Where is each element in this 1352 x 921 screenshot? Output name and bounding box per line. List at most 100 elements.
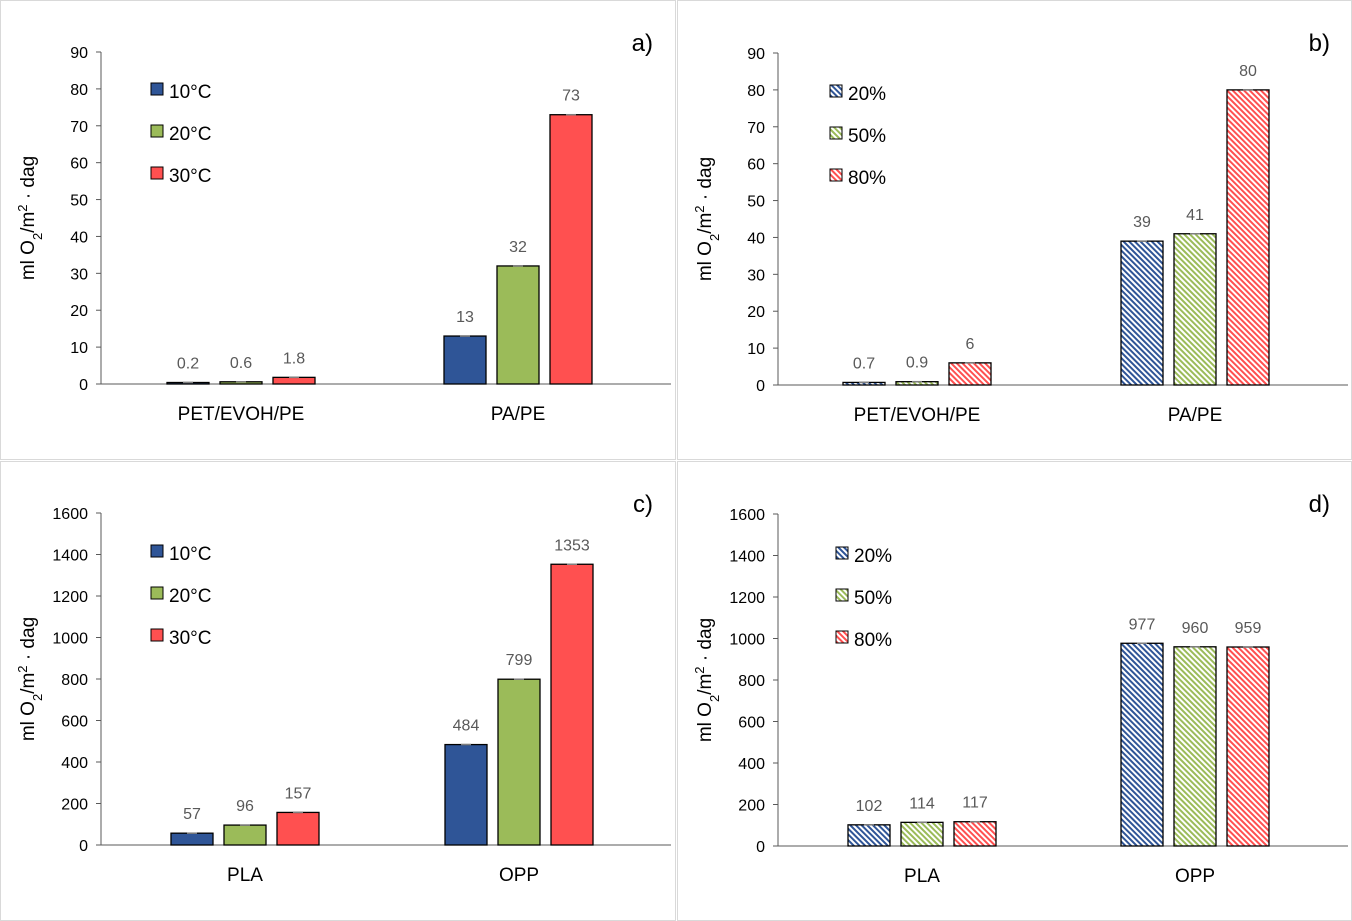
y-tick-label: 30	[70, 266, 88, 283]
chart-a-svg: 0 10 20 30 40 50 60 70 80 90 ml O2/m2 · dag PET/EVO…	[15, 30, 671, 425]
legend-label: 30°C	[169, 166, 211, 187]
x-category-label: PLA	[227, 865, 263, 886]
x-category-label: OPP	[499, 865, 539, 886]
y-tick-label: 400	[61, 755, 88, 772]
chart-b-svg: 0 10 20 30 40 50 60 70 80 90 ml O2/m2 · dag PET/EVO…	[692, 30, 1348, 426]
y-tick-label: 80	[70, 82, 88, 99]
y-tick-label: 800	[738, 673, 765, 690]
data-label: 96	[236, 798, 254, 815]
y-tick-label: 90	[70, 45, 88, 62]
legend-label: 20%	[848, 84, 886, 105]
chart-panel-d: 0 200 400 600 800 1000 1200 1400 1600 ml O2/m2 · …	[677, 461, 1352, 921]
legend-swatch	[829, 126, 843, 140]
legend-label: 80%	[854, 630, 892, 651]
legend-label: 10°C	[169, 544, 211, 565]
y-tick-label: 1000	[52, 631, 88, 648]
y-tick-label: 10	[70, 340, 88, 357]
bar	[1173, 646, 1217, 847]
legend-swatch	[150, 586, 164, 600]
y-tick-label: 400	[738, 756, 765, 773]
y-tick-label: 1400	[52, 548, 88, 565]
y-tick-label: 600	[61, 714, 88, 731]
x-category-label: PET/EVOH/PE	[854, 405, 981, 426]
data-label: 1.8	[283, 350, 305, 367]
bar	[1226, 646, 1270, 847]
bar	[1120, 642, 1164, 847]
bar	[1120, 240, 1164, 386]
chart-panel-a: 0 10 20 30 40 50 60 70 80 90 ml O2/m2 · dag PET/EVO…	[0, 0, 676, 460]
y-tick-label: 600	[738, 715, 765, 732]
x-category-label: PA/PE	[491, 404, 546, 425]
data-label: 73	[562, 88, 580, 105]
y-tick-label: 70	[70, 119, 88, 136]
legend-label: 80%	[848, 168, 886, 189]
data-label: 41	[1186, 207, 1204, 224]
legend-label: 50%	[854, 588, 892, 609]
y-tick-label: 0	[756, 839, 765, 856]
bar	[549, 114, 593, 385]
chart-d-svg: 0 200 400 600 800 1000 1200 1400 1600 ml O2/m2 · …	[692, 491, 1348, 887]
y-tick-label: 80	[747, 83, 765, 100]
y-axis-title: ml O2/m2 · dag	[692, 157, 722, 281]
bar	[443, 335, 487, 385]
y-tick-label: 200	[738, 798, 765, 815]
data-label: 799	[506, 652, 533, 669]
legend-swatch	[150, 124, 164, 138]
legend-swatch	[829, 84, 843, 98]
data-label: 114	[909, 795, 935, 812]
data-label: 0.7	[853, 355, 875, 372]
y-tick-label: 1000	[729, 632, 765, 649]
data-label: 80	[1239, 63, 1257, 80]
data-label: 102	[856, 798, 883, 815]
y-tick-label: 1400	[729, 549, 765, 566]
panel-label: a)	[632, 30, 653, 57]
x-category-label: PLA	[904, 866, 940, 887]
legend-swatch	[829, 168, 843, 182]
panel-label: b)	[1309, 30, 1330, 57]
legend-label: 30°C	[169, 628, 211, 649]
y-tick-label: 0	[79, 377, 88, 394]
y-axis-title: ml O2/m2 · dag	[15, 156, 45, 280]
legend-swatch	[835, 630, 849, 644]
legend-swatch	[835, 546, 849, 560]
legend-swatch	[835, 588, 849, 602]
y-tick-label: 1600	[52, 506, 88, 523]
bar	[948, 362, 992, 386]
panel-label: c)	[633, 491, 653, 518]
y-axis-title: ml O2/m2 · dag	[692, 618, 722, 742]
bar	[953, 821, 997, 847]
y-tick-label: 200	[61, 797, 88, 814]
data-label: 39	[1133, 214, 1151, 231]
legend-swatch	[150, 82, 164, 96]
bar	[496, 265, 540, 385]
y-tick-label: 20	[70, 303, 88, 320]
y-axis-title: ml O2/m2 · dag	[15, 617, 45, 741]
y-tick-label: 1200	[52, 589, 88, 606]
x-category-label: PET/EVOH/PE	[178, 404, 305, 425]
legend-swatch	[150, 628, 164, 642]
panel-label: d)	[1309, 491, 1330, 518]
y-tick-label: 0	[79, 838, 88, 855]
y-tick-label: 60	[70, 156, 88, 173]
chart-c-svg: 0 200 400 600 800 1000 1200 1400 1600 ml O2/m2 · …	[15, 491, 671, 886]
data-label: 0.9	[906, 355, 928, 372]
data-label: 960	[1182, 620, 1209, 637]
bar	[1173, 233, 1217, 386]
x-category-label: PA/PE	[1168, 405, 1223, 426]
y-tick-label: 1200	[729, 590, 765, 607]
y-tick-label: 40	[70, 229, 88, 246]
y-tick-label: 50	[70, 193, 88, 210]
bar	[170, 832, 214, 846]
y-tick-label: 40	[747, 230, 765, 247]
data-label: 13	[456, 309, 474, 326]
legend-label: 50%	[848, 126, 886, 147]
bar	[497, 678, 541, 846]
legend-label: 20°C	[169, 586, 211, 607]
data-label: 32	[509, 239, 527, 256]
bar	[900, 821, 944, 847]
data-label: 157	[285, 785, 312, 802]
bar	[1226, 89, 1270, 386]
bar	[550, 563, 594, 846]
data-label: 484	[453, 718, 480, 735]
bar	[272, 376, 316, 385]
